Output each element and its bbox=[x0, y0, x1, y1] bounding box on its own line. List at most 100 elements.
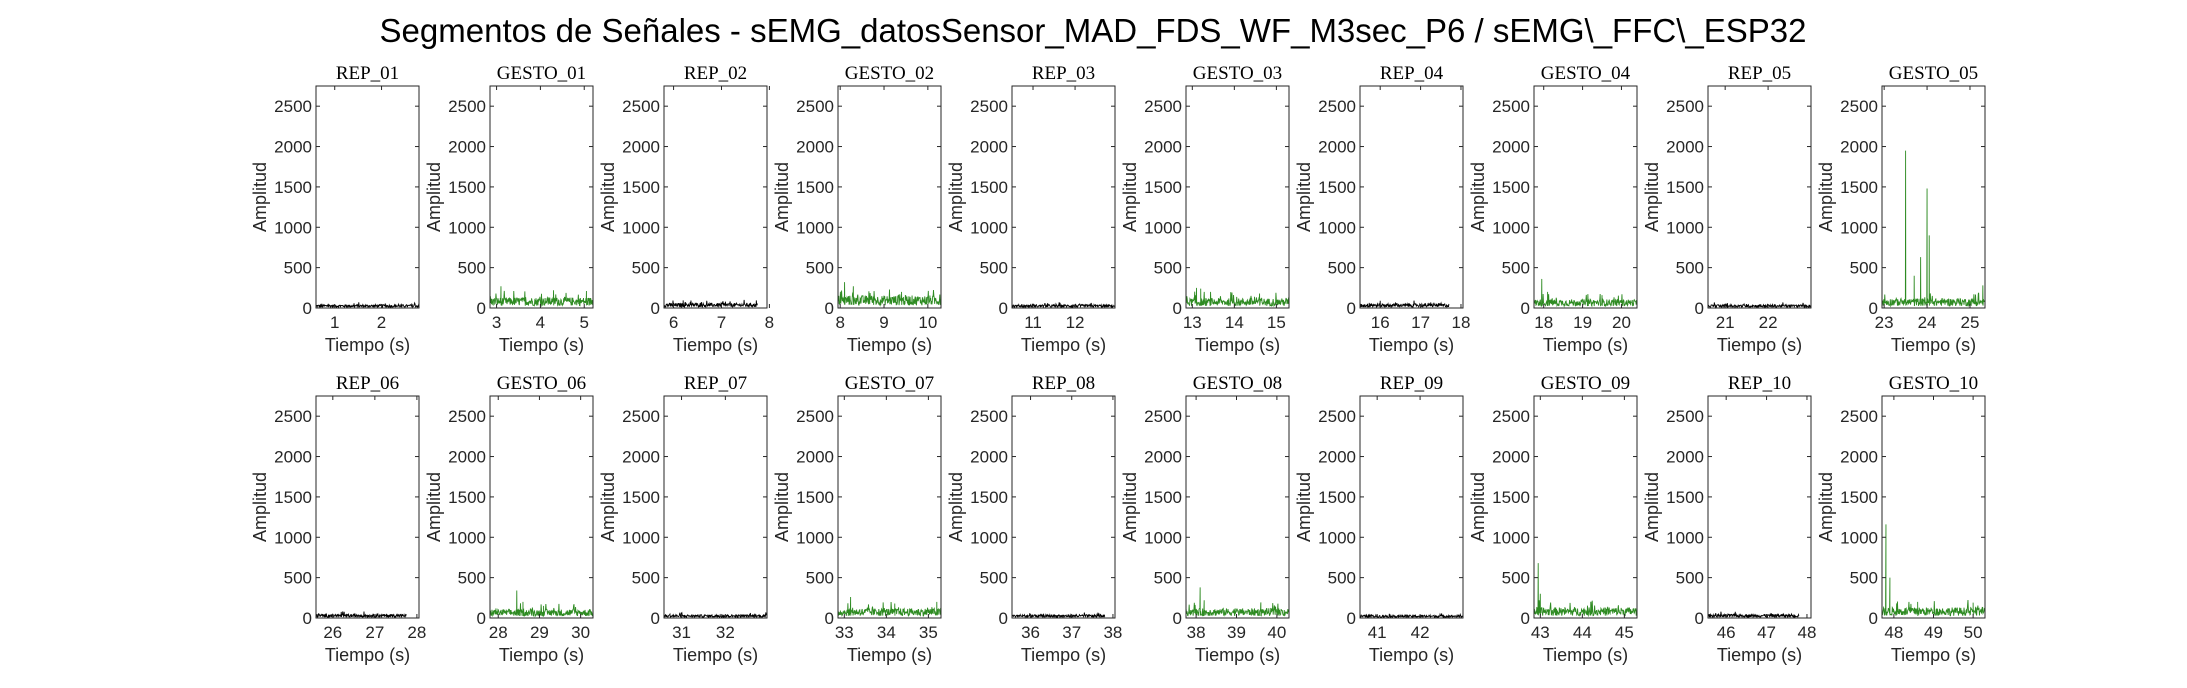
y-tick-label: 1000 bbox=[1144, 218, 1182, 237]
x-tick-label: 29 bbox=[530, 623, 549, 642]
subplot-gesto-06: 0 500 1000 1500 2000 2500 28 29 30 GESTO_06 Tiempo… bbox=[424, 373, 594, 665]
y-axis-label: Amplitud bbox=[1294, 162, 1314, 232]
signal-trace bbox=[1359, 300, 1450, 309]
y-axis-label: Amplitud bbox=[946, 162, 966, 232]
subplot-title: GESTO_05 bbox=[1889, 63, 1978, 84]
y-axis-label: Amplitud bbox=[424, 162, 444, 232]
y-tick-label: 500 bbox=[284, 569, 312, 588]
y-tick-label: 0 bbox=[1869, 609, 1878, 628]
signal-trace bbox=[489, 286, 594, 308]
y-tick-label: 2500 bbox=[1144, 407, 1182, 426]
axes-box bbox=[489, 395, 594, 619]
y-axis-label: Amplitud bbox=[772, 162, 792, 232]
y-axis-label: Amplitud bbox=[1468, 472, 1488, 542]
y-tick-label: 1500 bbox=[622, 178, 660, 197]
y-tick-label: 2000 bbox=[448, 138, 486, 157]
y-tick-label: 500 bbox=[632, 259, 660, 278]
y-tick-label: 0 bbox=[1695, 299, 1704, 318]
y-tick-label: 500 bbox=[1328, 259, 1356, 278]
y-tick-label: 2500 bbox=[970, 407, 1008, 426]
y-tick-label: 2000 bbox=[622, 138, 660, 157]
y-tick-label: 2000 bbox=[1666, 448, 1704, 467]
signal-trace bbox=[1533, 278, 1638, 308]
x-tick-label: 36 bbox=[1021, 623, 1040, 642]
y-tick-label: 1500 bbox=[448, 178, 486, 197]
y-tick-label: 1000 bbox=[970, 218, 1008, 237]
signal-trace bbox=[837, 597, 942, 617]
y-axis-label: Amplitud bbox=[598, 162, 618, 232]
y-tick-label: 1000 bbox=[1144, 528, 1182, 547]
y-axis-label: Amplitud bbox=[1816, 472, 1836, 542]
y-tick-label: 1500 bbox=[1144, 488, 1182, 507]
axes-box bbox=[663, 395, 768, 619]
axes-box bbox=[315, 85, 420, 309]
x-tick-label: 43 bbox=[1531, 623, 1550, 642]
y-tick-label: 1500 bbox=[274, 178, 312, 197]
x-tick-label: 35 bbox=[919, 623, 938, 642]
x-tick-label: 45 bbox=[1615, 623, 1634, 642]
x-axis-label: Tiempo (s) bbox=[1717, 645, 1802, 665]
axes-box bbox=[1533, 395, 1638, 619]
y-tick-label: 2000 bbox=[274, 448, 312, 467]
x-tick-label: 31 bbox=[672, 623, 691, 642]
y-tick-label: 0 bbox=[825, 299, 834, 318]
subplot-gesto-04: 0 500 1000 1500 2000 2500 18 19 20 GESTO_04 Tiempo… bbox=[1468, 63, 1638, 355]
x-axis-label: Tiempo (s) bbox=[847, 645, 932, 665]
y-tick-label: 2500 bbox=[1666, 97, 1704, 116]
signal-trace bbox=[315, 301, 420, 309]
x-axis-label: Tiempo (s) bbox=[1369, 645, 1454, 665]
x-tick-label: 38 bbox=[1103, 623, 1122, 642]
y-tick-label: 1500 bbox=[1492, 178, 1530, 197]
y-tick-label: 1500 bbox=[970, 178, 1008, 197]
subplot-rep-06: 0 500 1000 1500 2000 2500 26 27 28 REP_06 Tiempo (… bbox=[250, 373, 426, 665]
x-axis-label: Tiempo (s) bbox=[1891, 645, 1976, 665]
axes-box bbox=[837, 85, 942, 309]
x-tick-label: 10 bbox=[918, 313, 937, 332]
x-tick-label: 4 bbox=[536, 313, 545, 332]
y-axis-label: Amplitud bbox=[1120, 162, 1140, 232]
signal-trace bbox=[315, 611, 407, 619]
subplot-rep-02: 0 500 1000 1500 2000 2500 6 7 8 REP_02 Tiempo (s) A… bbox=[598, 63, 774, 355]
y-tick-label: 0 bbox=[1869, 299, 1878, 318]
y-tick-label: 2500 bbox=[796, 97, 834, 116]
x-tick-label: 48 bbox=[1884, 623, 1903, 642]
y-axis-label: Amplitud bbox=[772, 472, 792, 542]
x-axis-label: Tiempo (s) bbox=[1543, 335, 1628, 355]
axes-box bbox=[1881, 395, 1986, 619]
x-tick-label: 18 bbox=[1534, 313, 1553, 332]
y-tick-label: 1500 bbox=[796, 488, 834, 507]
y-tick-label: 500 bbox=[806, 259, 834, 278]
subplot-rep-09: 0 500 1000 1500 2000 2500 41 42 REP_09 Tiempo (s)… bbox=[1294, 373, 1464, 665]
y-tick-label: 1500 bbox=[1492, 488, 1530, 507]
x-axis-label: Tiempo (s) bbox=[1195, 645, 1280, 665]
y-tick-label: 1000 bbox=[448, 528, 486, 547]
x-tick-label: 48 bbox=[1797, 623, 1816, 642]
x-tick-label: 27 bbox=[365, 623, 384, 642]
x-tick-label: 19 bbox=[1573, 313, 1592, 332]
subplot-title: GESTO_06 bbox=[497, 373, 586, 394]
subplot-gesto-10: 0 500 1000 1500 2000 2500 48 49 50 GESTO_10 Tiempo… bbox=[1816, 373, 1986, 665]
x-axis-label: Tiempo (s) bbox=[499, 335, 584, 355]
axes-box bbox=[1185, 395, 1290, 619]
y-tick-label: 2500 bbox=[622, 407, 660, 426]
y-tick-label: 2000 bbox=[1666, 138, 1704, 157]
subplot-title: REP_05 bbox=[1728, 63, 1791, 84]
subplot-rep-10: 0 500 1000 1500 2000 2500 46 47 48 REP_10 Tiempo (… bbox=[1642, 373, 1816, 665]
axes-box bbox=[315, 395, 420, 619]
y-tick-label: 1000 bbox=[274, 528, 312, 547]
subplot-title: REP_06 bbox=[336, 373, 399, 394]
y-tick-label: 0 bbox=[477, 609, 486, 628]
axes-box bbox=[837, 395, 942, 619]
axes-box bbox=[1185, 85, 1290, 309]
y-tick-label: 500 bbox=[1850, 259, 1878, 278]
y-tick-label: 1000 bbox=[796, 218, 834, 237]
signal-trace bbox=[489, 590, 594, 618]
subplot-title: REP_02 bbox=[684, 63, 747, 84]
subplot-title: REP_09 bbox=[1380, 373, 1443, 394]
signal-trace bbox=[1881, 150, 1986, 308]
x-tick-label: 22 bbox=[1759, 313, 1778, 332]
y-tick-label: 1500 bbox=[1666, 178, 1704, 197]
x-tick-label: 39 bbox=[1227, 623, 1246, 642]
